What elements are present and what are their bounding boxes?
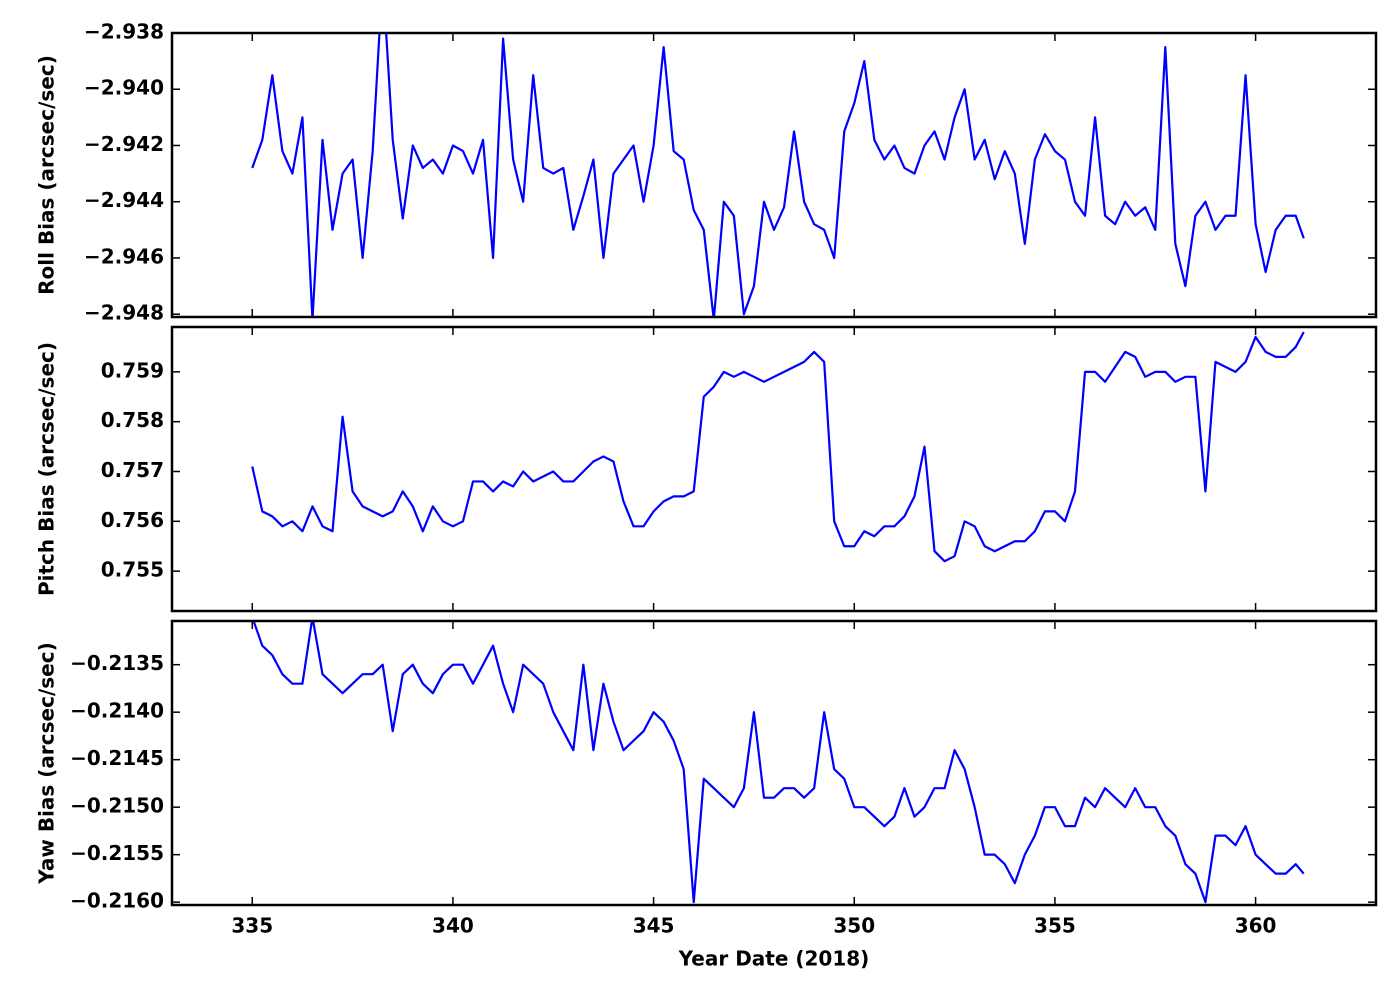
axes-frame <box>170 619 1378 907</box>
y-axis-label: Pitch Bias (arcsec/sec) <box>35 342 59 596</box>
axes-frame <box>170 31 1378 319</box>
y-tick-label: 0.756 <box>101 508 164 532</box>
data-line <box>251 33 1305 317</box>
y-tick-label: 0.755 <box>101 558 164 582</box>
y-tick-label: −2.948 <box>84 301 164 325</box>
y-tick-label: 0.758 <box>101 408 164 432</box>
y-tick-label: −0.2155 <box>70 841 164 865</box>
x-tick-label: 350 <box>833 914 875 938</box>
x-tick-label: 360 <box>1235 914 1277 938</box>
data-line <box>251 331 1305 563</box>
y-tick-label: −0.2140 <box>70 699 164 723</box>
y-tick-label: −2.938 <box>84 20 164 44</box>
line-group <box>252 621 1305 904</box>
y-tick-label: 0.757 <box>101 458 164 482</box>
y-tick-label: −2.940 <box>84 76 164 100</box>
line-group <box>251 331 1305 563</box>
y-axis-label: Yaw Bias (arcsec/sec) <box>35 642 59 885</box>
x-axis-label: Year Date (2018) <box>678 947 870 971</box>
y-tick-label: −2.944 <box>84 188 164 212</box>
line-group <box>251 33 1305 317</box>
y-tick-label: −0.2135 <box>70 651 164 675</box>
x-tick-label: 340 <box>432 914 474 938</box>
axes-frame <box>170 325 1378 613</box>
x-tick-label: 355 <box>1034 914 1076 938</box>
y-tick-label: −0.2145 <box>70 746 164 770</box>
y-tick-label: −0.2150 <box>70 794 164 818</box>
y-tick-label: 0.759 <box>101 358 164 382</box>
data-line <box>252 621 1305 904</box>
x-tick-label: 345 <box>633 914 675 938</box>
y-tick-label: −0.2160 <box>70 889 164 913</box>
y-tick-label: −2.942 <box>84 132 164 156</box>
y-axis-label: Roll Bias (arcsec/sec) <box>35 55 59 295</box>
x-tick-label: 335 <box>231 914 273 938</box>
y-tick-label: −2.946 <box>84 244 164 268</box>
